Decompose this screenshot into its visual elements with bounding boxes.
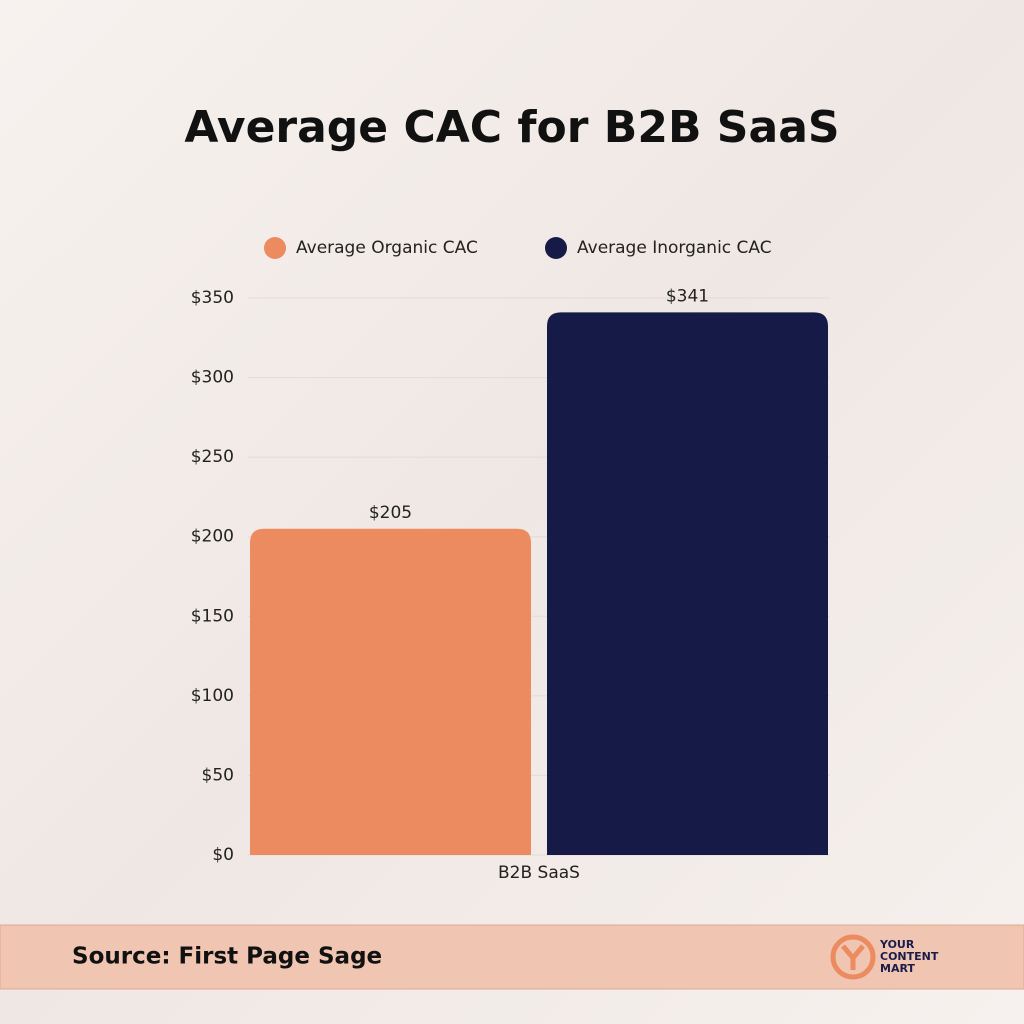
bar — [250, 528, 531, 855]
y-tick-label: $50 — [202, 765, 234, 785]
bar — [547, 312, 828, 855]
y-tick-label: $150 — [191, 606, 234, 626]
y-tick-label: $300 — [191, 368, 234, 388]
value-label: $205 — [369, 503, 412, 523]
x-tick-label: B2B SaaS — [498, 863, 580, 883]
legend-swatch — [545, 237, 567, 259]
y-tick-label: $200 — [191, 527, 234, 547]
legend-swatch — [264, 237, 286, 259]
logo-text: MART — [880, 962, 915, 975]
logo-mark — [841, 944, 865, 970]
value-label: $341 — [666, 286, 709, 306]
logo: YOUR CONTENT MART — [830, 934, 939, 980]
chart-title: Average CAC for B2B SaaS — [184, 102, 839, 153]
source: Source: First Page Sage — [72, 944, 382, 970]
logo-text: YOUR — [879, 938, 915, 951]
y-tick-label: $350 — [191, 288, 234, 308]
legend-label: Average Organic CAC — [296, 238, 478, 258]
logo-text: CONTENT — [880, 950, 939, 963]
legend-label: Average Inorganic CAC — [577, 238, 772, 258]
logo-ring — [830, 934, 876, 980]
y-tick-label: $0 — [212, 845, 234, 865]
y-tick-label: $250 — [191, 447, 234, 467]
y-tick-label: $100 — [191, 686, 234, 706]
